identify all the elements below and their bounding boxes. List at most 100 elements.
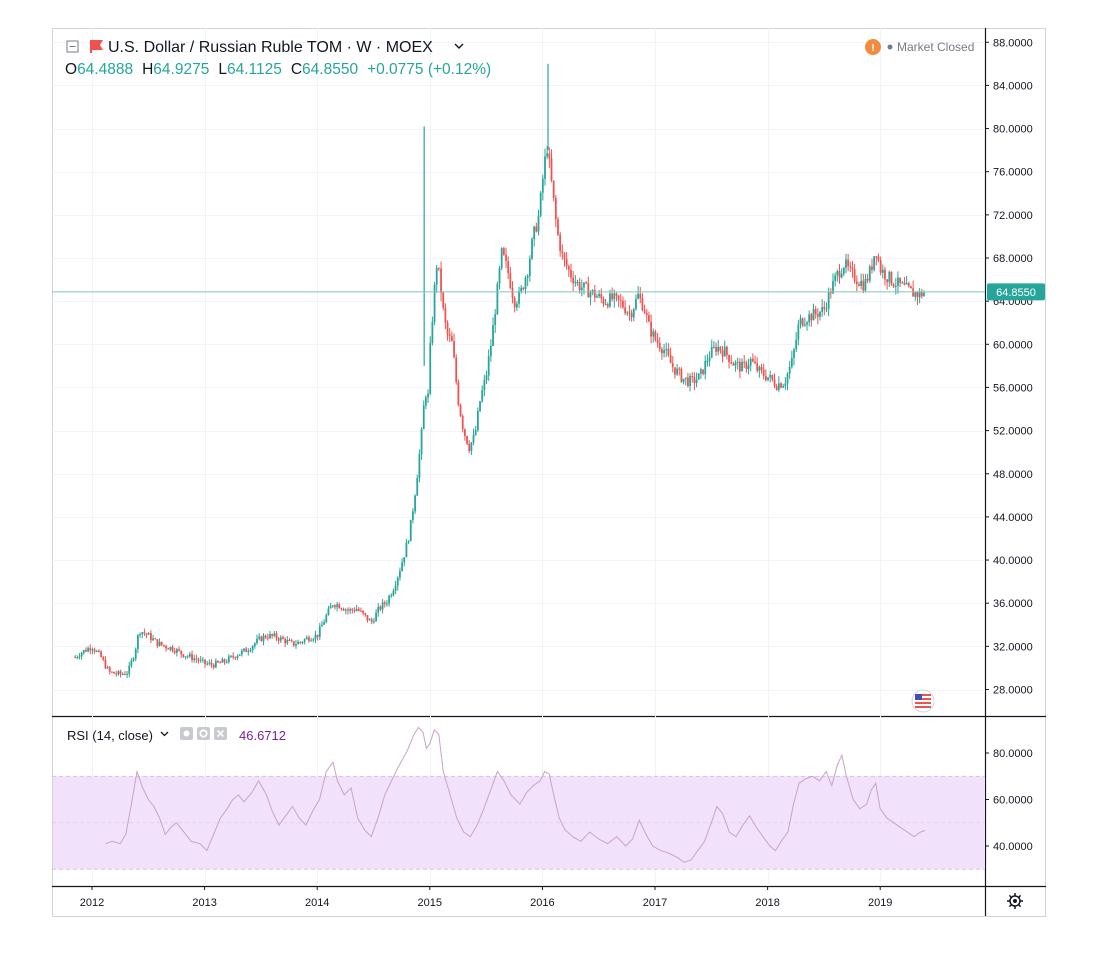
- candle-body: [728, 355, 730, 363]
- candle-body: [604, 304, 607, 306]
- candle-body: [803, 324, 806, 326]
- candle-body: [230, 655, 232, 657]
- candle-body: [747, 365, 750, 369]
- candle-body: [284, 638, 287, 644]
- candle-body: [455, 357, 458, 383]
- candle-body: [589, 292, 592, 298]
- candle-body: [851, 267, 854, 270]
- settings-gear-icon[interactable]: [197, 727, 210, 740]
- rsi-axis[interactable]: 80.0000 60.0000 40.0000: [985, 748, 1033, 853]
- candle-body: [790, 357, 793, 367]
- candle-body: [838, 271, 841, 278]
- candle-body: [550, 158, 553, 181]
- candle-body: [329, 606, 332, 609]
- candle-body: [671, 363, 674, 368]
- chart-frame: [52, 28, 1046, 917]
- gear-icon[interactable]: [1007, 893, 1023, 909]
- candle-body: [505, 254, 507, 262]
- rsi-line: [105, 726, 926, 863]
- candle-body: [626, 312, 629, 314]
- candle-body: [855, 281, 858, 285]
- candle-body: [554, 198, 557, 220]
- candle-body: [355, 608, 358, 611]
- market-status[interactable]: ! Market Closed: [865, 39, 974, 55]
- candle-body: [684, 377, 687, 379]
- candle-body: [546, 153, 549, 157]
- candle-body: [251, 646, 254, 651]
- time-tick-label: 2015: [418, 897, 442, 909]
- price-tick-label: 68.0000: [993, 253, 1033, 265]
- candle-body: [427, 393, 429, 398]
- rsi-chevron-down-icon[interactable]: [160, 731, 169, 737]
- candle-body: [392, 590, 395, 596]
- candle-body: [572, 277, 575, 284]
- candle-body: [723, 346, 726, 357]
- candle-body: [388, 596, 390, 604]
- candle-body: [894, 285, 897, 287]
- candle-body: [715, 346, 717, 352]
- price-tick-label: 36.0000: [993, 598, 1033, 610]
- candle-body: [121, 673, 124, 675]
- candle-body: [903, 282, 906, 285]
- candle-body: [297, 641, 300, 645]
- us-flag-icon[interactable]: [911, 689, 935, 713]
- candle-body: [249, 650, 252, 652]
- candle-body: [654, 331, 657, 340]
- candle-body: [836, 271, 839, 276]
- candle-body: [920, 291, 923, 297]
- candle-body: [435, 267, 438, 285]
- candle-body: [182, 654, 185, 658]
- candle-body: [923, 292, 925, 297]
- time-axis[interactable]: 2012 2013 2014 2015 2016 2017 2018 2019: [80, 886, 893, 909]
- status-dot-icon: [887, 44, 893, 50]
- time-tick-label: 2013: [192, 897, 216, 909]
- candle-body: [334, 605, 336, 608]
- candle-body: [580, 287, 583, 291]
- candle-body: [652, 331, 655, 337]
- candle-body: [507, 261, 510, 274]
- candle-body: [500, 248, 503, 269]
- candle-body: [665, 348, 668, 351]
- candle-body: [219, 662, 222, 664]
- candle-body: [145, 633, 148, 635]
- candle-body: [635, 298, 637, 310]
- candle-body: [305, 637, 308, 640]
- candle-body: [847, 259, 850, 267]
- rsi-band: [52, 775, 985, 870]
- candle-body: [784, 383, 787, 387]
- candle-body: [628, 312, 631, 314]
- candle-body: [816, 313, 819, 317]
- candle-body: [162, 644, 165, 646]
- candle-body: [799, 318, 802, 325]
- candle-body: [260, 636, 263, 642]
- candle-body: [624, 307, 627, 314]
- flag-icon[interactable]: [90, 40, 103, 53]
- candle-body: [414, 495, 416, 512]
- symbol-title[interactable]: U.S. Dollar / Russian Ruble TOM · W · MO…: [108, 39, 433, 56]
- candle-body: [353, 610, 356, 612]
- candle-body: [331, 605, 334, 607]
- candle-body: [515, 303, 518, 308]
- candle-body: [212, 664, 215, 668]
- candle-body: [520, 287, 523, 292]
- candle-body: [771, 374, 774, 380]
- candle-body: [167, 648, 170, 650]
- candle-body: [409, 519, 412, 542]
- candle-body: [396, 577, 399, 586]
- candle-body: [431, 321, 434, 344]
- chevron-down-icon[interactable]: [454, 43, 464, 49]
- candle-body: [602, 298, 605, 305]
- candle-body: [186, 656, 189, 658]
- market-closed-icon: [865, 39, 881, 55]
- candle-body: [468, 443, 471, 452]
- candle-body: [180, 650, 183, 655]
- rsi-title[interactable]: RSI (14, close): [67, 728, 153, 743]
- candle-body: [533, 226, 536, 240]
- candle-body: [149, 633, 152, 641]
- candle-body: [741, 361, 743, 372]
- candle-body: [386, 603, 388, 605]
- candle-body: [418, 454, 421, 478]
- candle-body: [130, 660, 133, 666]
- candle-body: [74, 657, 77, 659]
